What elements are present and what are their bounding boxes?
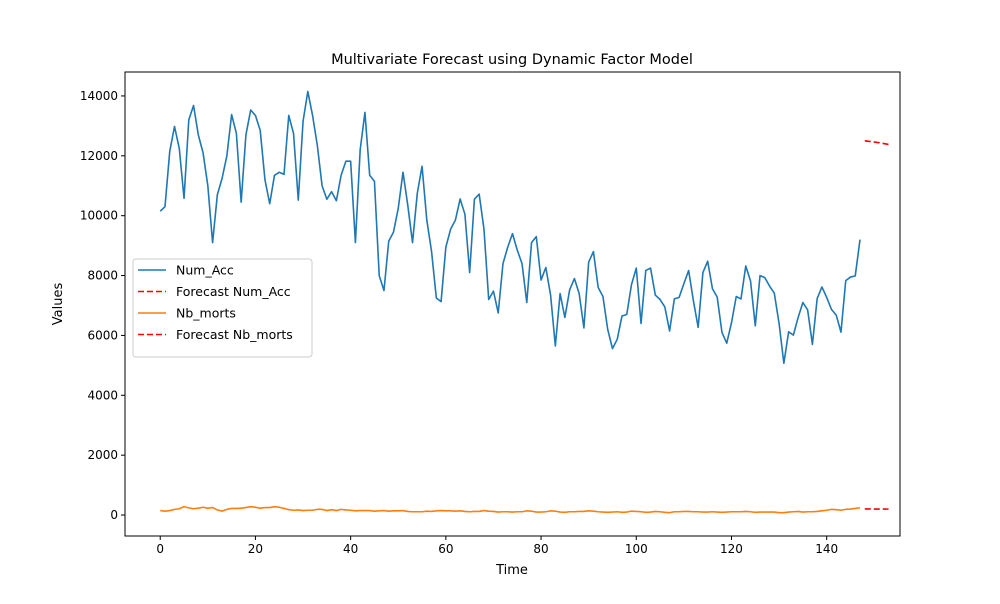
- x-tick-label: 100: [625, 542, 648, 556]
- y-tick-label: 2000: [87, 448, 118, 462]
- x-tick-label: 60: [438, 542, 453, 556]
- y-tick-label: 14000: [80, 89, 118, 103]
- x-tick-label: 20: [248, 542, 263, 556]
- legend-label: Forecast Nb_morts: [176, 327, 293, 342]
- legend-label: Nb_morts: [176, 306, 236, 321]
- x-tick-label: 140: [815, 542, 838, 556]
- x-tick-label: 0: [156, 542, 164, 556]
- y-tick-label: 12000: [80, 149, 118, 163]
- y-tick-label: 10000: [80, 209, 118, 223]
- legend-label: Forecast Num_Acc: [176, 284, 291, 299]
- y-axis-label: Values: [51, 283, 66, 326]
- x-tick-label: 120: [720, 542, 743, 556]
- x-axis-label: Time: [495, 563, 528, 578]
- legend-label: Num_Acc: [176, 263, 234, 278]
- y-tick-label: 6000: [87, 328, 118, 342]
- y-tick-label: 8000: [87, 269, 118, 283]
- x-tick-label: 80: [533, 542, 548, 556]
- chart-title: Multivariate Forecast using Dynamic Fact…: [331, 52, 693, 68]
- legend: Num_Acc Forecast Num_Acc Nb_morts Forecast …: [133, 259, 312, 357]
- y-tick-label: 4000: [87, 388, 118, 402]
- x-tick-label: 40: [343, 542, 358, 556]
- y-tick-label: 0: [110, 508, 118, 522]
